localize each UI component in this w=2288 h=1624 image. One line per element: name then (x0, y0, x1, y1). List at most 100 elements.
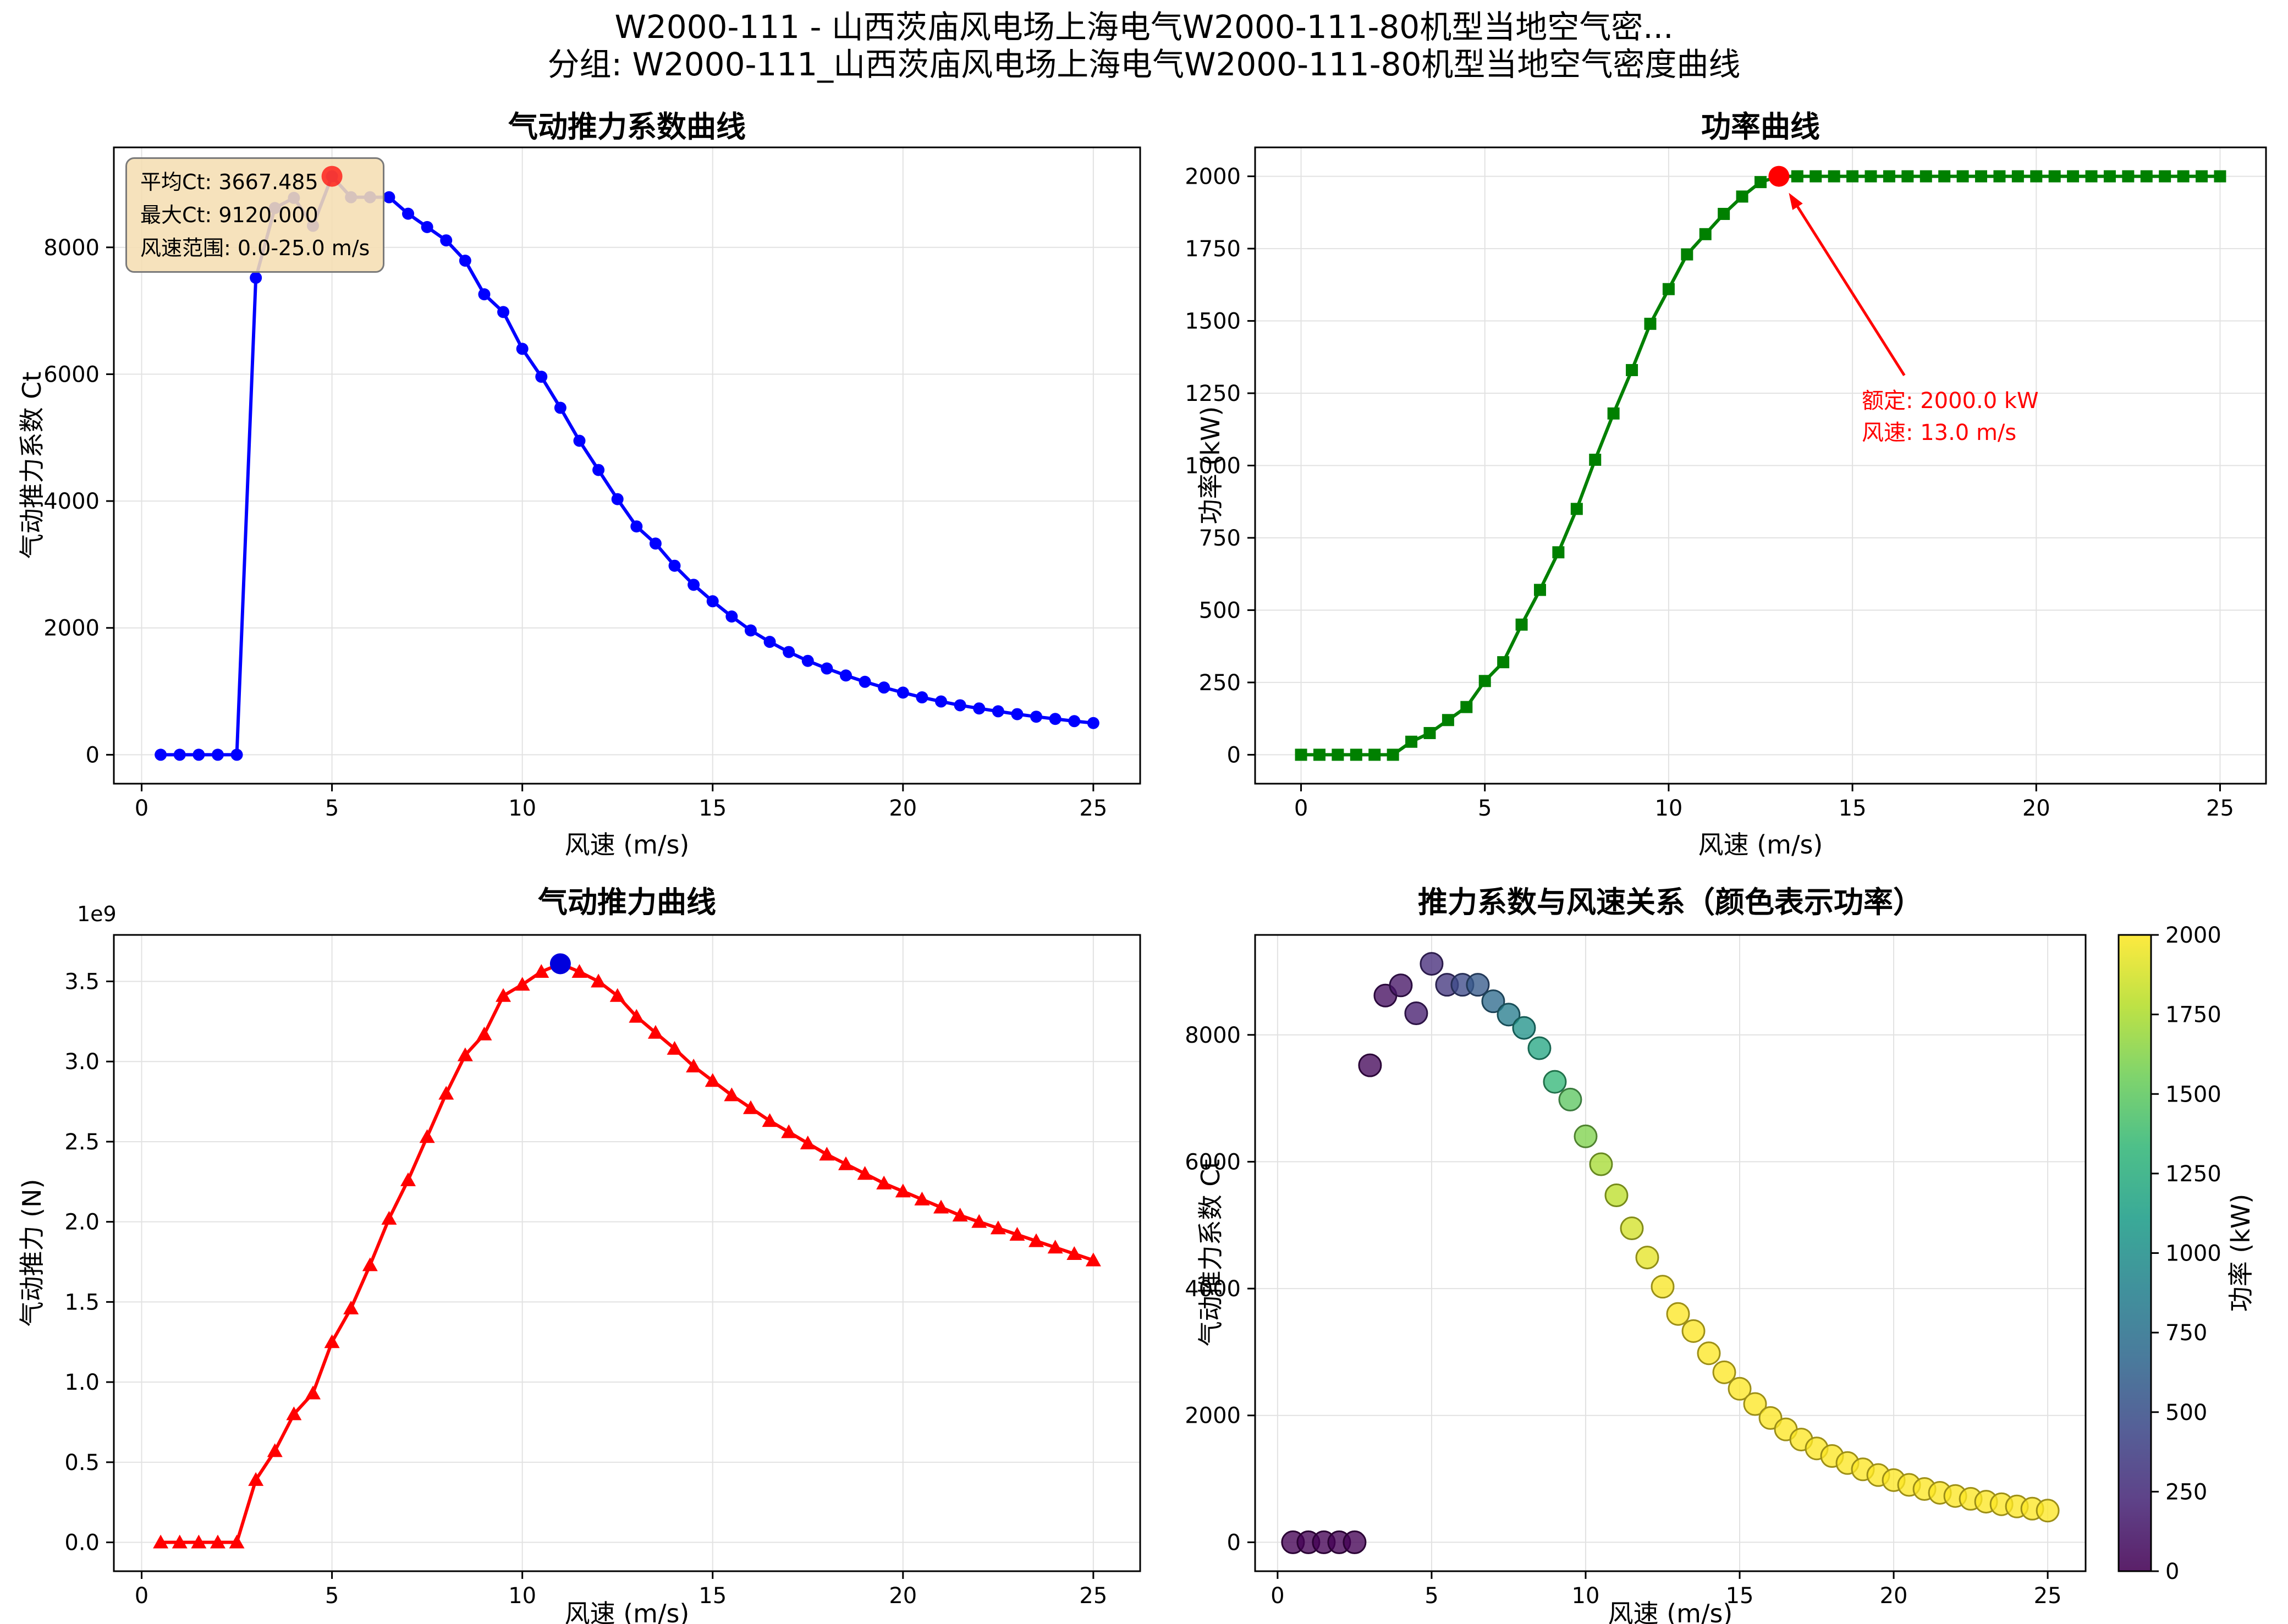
power-curve-ytick-label: 500 (1199, 598, 1241, 623)
ct-curve-ytick-label: 2000 (43, 616, 100, 641)
ct-wind-scatter-ytick-label: 0 (1227, 1530, 1241, 1555)
thrust-curve-marker (857, 1166, 873, 1180)
thrust-curve-line (159, 962, 1095, 1544)
power-curve-marker (1828, 170, 1840, 183)
ct-curve-marker (211, 748, 224, 761)
thrust-curve-marker (267, 1443, 283, 1457)
ct-curve-xtick-label: 10 (508, 796, 536, 821)
power-curve-marker (2159, 170, 2171, 183)
power-curve-marker (1460, 701, 1473, 713)
thrust-curve-marker (362, 1257, 378, 1271)
ct-curve-marker (155, 748, 167, 761)
thrust-curve-xtick-label: 10 (508, 1583, 536, 1609)
wind-range-stat: 风速范围: 0.0-25.0 m/s (140, 236, 370, 260)
power-curve-ytick-label: 750 (1199, 526, 1241, 551)
power-curve-marker (1332, 748, 1344, 761)
thrust-curve-marker (496, 988, 512, 1002)
ct-wind-scatter-point (1558, 1087, 1582, 1111)
thrust-axis-offset-text: 1e9 (77, 902, 117, 926)
ct-wind-scatter-point (1497, 1003, 1521, 1027)
ct-curve-marker (459, 254, 471, 267)
colorbar-tick-label: 2000 (2165, 923, 2221, 948)
power-curve-marker (1552, 546, 1565, 559)
ct-curve-marker (706, 595, 719, 608)
ct-curve-marker (916, 691, 928, 704)
ct-curve-title: 气动推力系数曲线 (508, 109, 746, 144)
thrust-curve-xtick-label: 0 (135, 1583, 148, 1609)
ct-wind-scatter-point (1712, 1360, 1736, 1384)
thrust-curve-xtick-label: 25 (1079, 1583, 1107, 1609)
thrust-curve-marker (476, 1026, 492, 1041)
thrust-curve-marker (229, 1534, 245, 1549)
power-curve-marker (2067, 170, 2080, 183)
power-curve-marker (1607, 407, 1620, 420)
thrust-curve-xtick-label: 20 (889, 1583, 917, 1609)
thrust-curve-marker (438, 1086, 454, 1100)
ct-curve-xtick-label: 20 (889, 796, 917, 821)
ct-curve-ytick-label: 8000 (43, 235, 100, 261)
ct-curve-marker (649, 537, 662, 550)
scatter-title: 推力系数与风速关系（颜色表示功率） (1418, 885, 1923, 920)
ct-curve-marker (421, 221, 433, 233)
thrust-curve-marker (381, 1210, 397, 1225)
power-curve-marker (2085, 170, 2098, 183)
ct-curve-xtick-label: 0 (135, 796, 148, 821)
ct-wind-scatter-xtick-label: 5 (1425, 1583, 1438, 1609)
ct-stats-info-box: 平均Ct: 3667.485 最大Ct: 9120.000 风速范围: 0.0-… (125, 157, 385, 273)
colorbar-tick-label: 250 (2165, 1479, 2207, 1505)
ct-curve-marker (1011, 708, 1024, 720)
ct-wind-scatter-point (1681, 1319, 1706, 1343)
ct-wind-scatter-xtick-label: 20 (1880, 1583, 1908, 1609)
scatter-xlabel: 风速 (m/s) (1608, 1599, 1733, 1624)
power-curve-marker (2103, 170, 2116, 183)
ct-wind-scatter-point (1512, 1016, 1536, 1040)
ct-curve-marker (1068, 715, 1081, 728)
power-curve-marker (1883, 170, 1895, 183)
ct-curve-xtick-label: 5 (325, 796, 339, 821)
ct-mean-stat: 平均Ct: 3667.485 (140, 170, 318, 194)
thrust-curve-ytick-label: 1.5 (64, 1290, 100, 1315)
power-curve-marker (2140, 170, 2153, 183)
ct-curve-marker (383, 191, 395, 203)
thrust-curve-marker (819, 1147, 835, 1161)
power-curve-xtick-label: 25 (2206, 796, 2234, 821)
ct-curve-xlabel: 风速 (m/s) (564, 830, 690, 860)
ct-wind-scatter-point (1389, 973, 1413, 998)
ct-wind-scatter-point (1543, 1070, 1567, 1094)
ct-wind-scatter-point (1358, 1053, 1382, 1077)
power-curve-marker (1478, 675, 1491, 687)
thrust-curve-marker (1085, 1252, 1101, 1267)
ct-wind-scatter-ytick-label: 6000 (1185, 1149, 1241, 1175)
thrust-curve-marker (781, 1124, 797, 1138)
thrust-curve-ytick-label: 2.0 (64, 1210, 100, 1235)
ct-wind-scatter-point (1728, 1377, 1752, 1401)
ct-wind-scatter-point (1481, 989, 1505, 1014)
ct-wind-scatter-point (1589, 1152, 1613, 1176)
power-curve-marker (1387, 748, 1399, 761)
thrust-curve-marker (305, 1385, 321, 1400)
power-curve-marker (1938, 170, 1951, 183)
thrust-curve-marker (191, 1534, 207, 1549)
ct-curve-marker (897, 686, 909, 699)
ct-wind-scatter-point (1635, 1246, 1659, 1270)
colorbar-tick-label: 0 (2165, 1559, 2179, 1584)
power-curve-xtick-label: 0 (1294, 796, 1308, 821)
thrust-curve-marker (705, 1073, 721, 1087)
power-curve-marker (1975, 170, 1988, 183)
ct-curve-marker (193, 748, 205, 761)
thrust-curve-marker (838, 1156, 854, 1170)
ct-curve-marker (668, 559, 681, 572)
ct-wind-scatter-point (1420, 952, 1444, 976)
thrust-curve-ytick-label: 0.5 (64, 1450, 100, 1476)
colorbar-tick-label: 1000 (2165, 1241, 2221, 1267)
power-curve-marker (2196, 170, 2208, 183)
power-curve-marker (2030, 170, 2043, 183)
ct-max-stat: 最大Ct: 9120.000 (140, 203, 318, 227)
thrust-curve-marker (762, 1113, 778, 1127)
power-curve-marker (1589, 453, 1602, 466)
ct-curve-marker (1049, 713, 1062, 725)
ct-wind-scatter-ytick-label: 2000 (1185, 1403, 1241, 1429)
power-curve-marker (1956, 170, 1969, 183)
thrust-curve-ytick-label: 1.0 (64, 1370, 100, 1395)
power-curve-marker (2011, 170, 2024, 183)
